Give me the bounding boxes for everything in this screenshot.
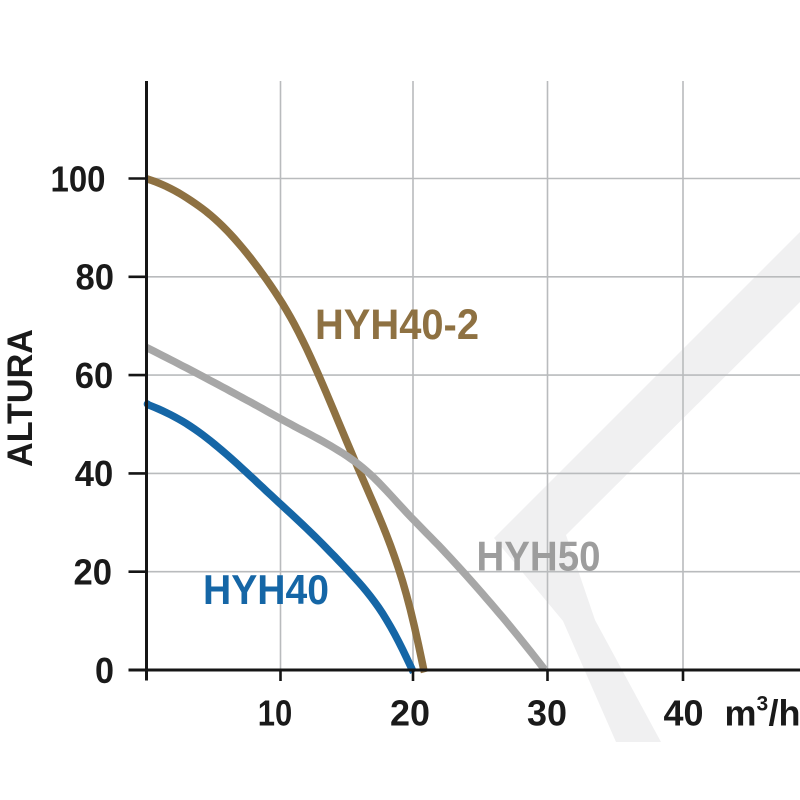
svg-text:60: 60 <box>75 355 114 396</box>
svg-text:/h: /h <box>769 693 800 734</box>
svg-text:80: 80 <box>76 257 115 298</box>
svg-text:40: 40 <box>75 453 114 494</box>
svg-text:100: 100 <box>51 158 106 199</box>
svg-text:20: 20 <box>74 552 113 593</box>
svg-text:0: 0 <box>95 650 114 691</box>
svg-text:HYH40-2: HYH40-2 <box>315 302 479 349</box>
svg-text:HYH50: HYH50 <box>477 533 601 580</box>
svg-text:40: 40 <box>664 693 704 734</box>
svg-text:ALTURA: ALTURA <box>0 329 40 467</box>
svg-text:HYH40: HYH40 <box>203 566 329 613</box>
svg-text:m: m <box>725 693 757 734</box>
svg-text:10: 10 <box>258 693 293 734</box>
svg-text:20: 20 <box>390 693 430 734</box>
svg-text:30: 30 <box>527 693 567 734</box>
svg-text:3: 3 <box>757 693 769 716</box>
